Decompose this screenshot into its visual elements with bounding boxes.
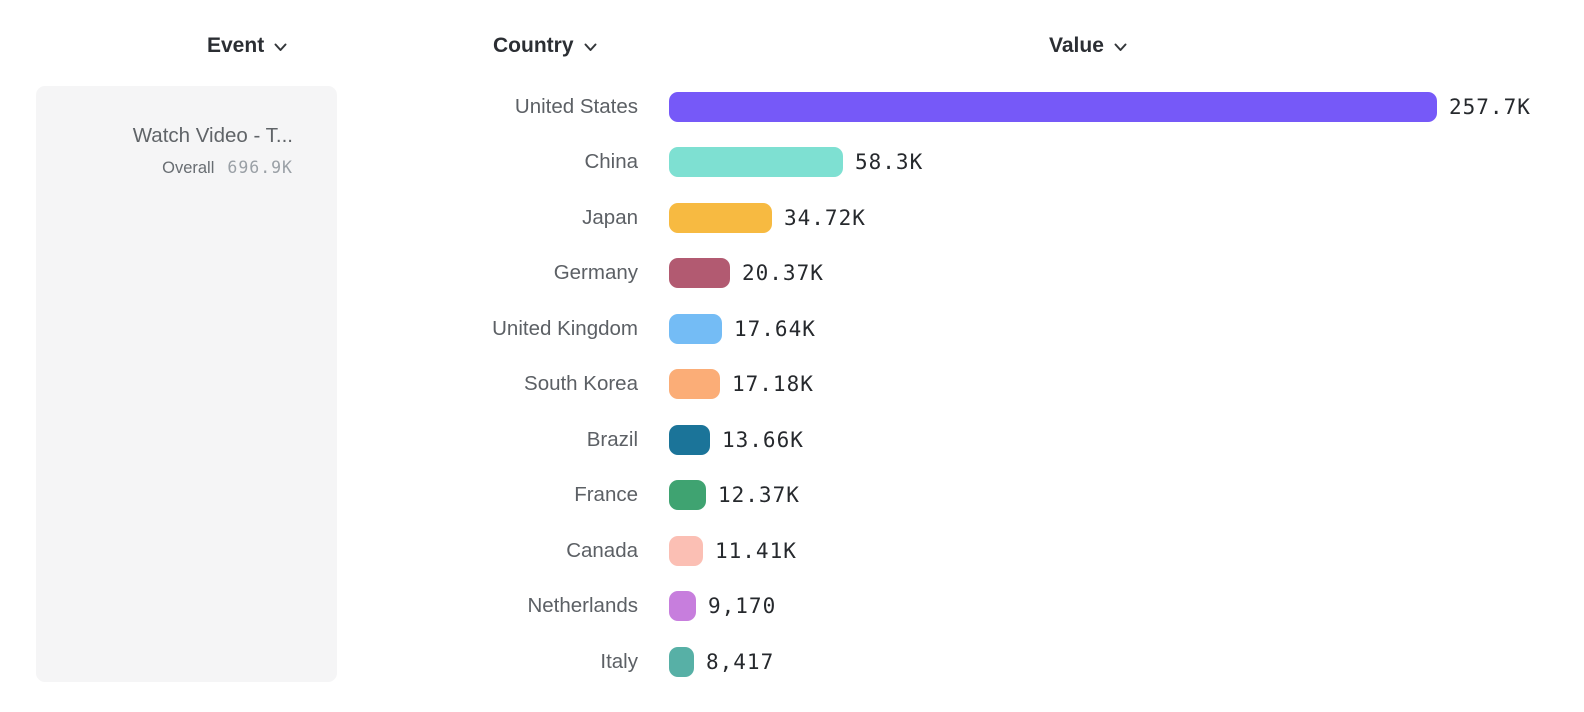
value-label: 20.37K — [742, 261, 824, 286]
chart-row: South Korea 17.18K — [0, 357, 1584, 413]
chevron-down-icon — [1114, 43, 1127, 52]
value-bar[interactable] — [669, 202, 772, 233]
country-column-label: Country — [493, 34, 574, 57]
value-bar[interactable] — [669, 258, 730, 289]
value-label: 257.7K — [1449, 94, 1531, 119]
event-card[interactable]: Watch Video - T... Overall 696.9K — [36, 86, 337, 682]
chart-row: Italy 8,417 — [0, 634, 1584, 690]
event-column-label: Event — [207, 34, 265, 57]
event-column-header[interactable]: Event — [207, 34, 287, 58]
value-bar[interactable] — [669, 91, 1437, 122]
value-bar[interactable] — [669, 313, 722, 344]
value-bar[interactable] — [669, 646, 694, 677]
chart-row: Netherlands 9,170 — [0, 579, 1584, 635]
country-label: Japan — [582, 205, 638, 229]
chart-row: Canada 11.41K — [0, 523, 1584, 579]
chart-row: Germany 20.37K — [0, 246, 1584, 302]
value-label: 17.64K — [734, 316, 816, 341]
country-label: China — [584, 150, 638, 174]
value-bar[interactable] — [669, 591, 696, 622]
chart-row: United States 257.7K — [0, 79, 1584, 135]
value-label: 58.3K — [855, 150, 924, 175]
chart-row: United Kingdom 17.64K — [0, 301, 1584, 357]
value-bar[interactable] — [669, 147, 843, 178]
country-label: Netherlands — [527, 594, 638, 618]
country-label: Brazil — [586, 427, 638, 451]
country-label: Germany — [553, 261, 638, 285]
value-bar[interactable] — [669, 369, 720, 400]
chevron-down-icon — [274, 43, 287, 52]
event-metric-label: Overall — [162, 158, 215, 177]
value-label: 8,417 — [706, 649, 775, 674]
country-label: Italy — [600, 649, 638, 673]
country-label: United Kingdom — [492, 316, 638, 340]
chart-row: Brazil 13.66K — [0, 412, 1584, 468]
chevron-down-icon — [584, 43, 597, 52]
value-label: 13.66K — [722, 427, 804, 452]
country-label: Canada — [566, 538, 638, 562]
country-column-header[interactable]: Country — [493, 34, 597, 58]
value-column-header[interactable]: Value — [1049, 34, 1127, 58]
event-metric: Overall 696.9K — [52, 158, 293, 178]
value-label: 11.41K — [715, 538, 797, 563]
value-bar[interactable] — [669, 480, 706, 511]
country-label: United States — [514, 94, 638, 118]
chart-row: China 58.3K — [0, 135, 1584, 191]
value-label: 34.72K — [784, 205, 866, 230]
country-label: South Korea — [524, 372, 638, 396]
event-metric-value: 696.9K — [227, 157, 293, 177]
chart-row: Japan 34.72K — [0, 190, 1584, 246]
value-bar[interactable] — [669, 535, 703, 566]
value-bar[interactable] — [669, 424, 710, 455]
event-title: Watch Video - T... — [132, 124, 293, 147]
value-label: 9,170 — [708, 594, 777, 619]
value-label: 17.18K — [732, 372, 814, 397]
country-label: France — [574, 483, 638, 507]
value-column-label: Value — [1049, 34, 1104, 57]
bar-chart-rows: United States 257.7K China 58.3K Japan 34.72K… — [0, 79, 1584, 690]
chart-row: France 12.37K — [0, 468, 1584, 524]
value-label: 12.37K — [718, 483, 800, 508]
